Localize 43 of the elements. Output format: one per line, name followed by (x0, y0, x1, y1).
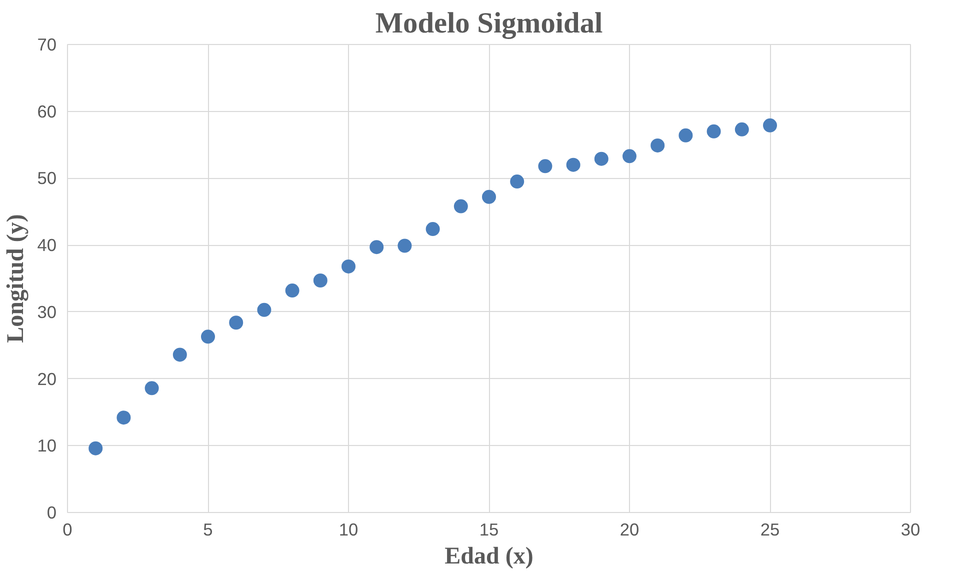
x-tick-label: 30 (900, 520, 920, 540)
point (201, 330, 215, 344)
point (510, 174, 524, 189)
point (257, 302, 272, 317)
point (144, 381, 159, 396)
point (482, 190, 496, 204)
y-tick-label: 30 (37, 302, 57, 322)
point (88, 441, 103, 456)
point (172, 348, 187, 362)
x-axis-title: Edad (x) (444, 544, 534, 570)
point (622, 149, 636, 164)
y-tick-label: 50 (37, 168, 57, 188)
y-tick-label: 70 (37, 34, 57, 54)
point (116, 410, 131, 425)
point (370, 240, 384, 254)
point (398, 238, 412, 253)
point (229, 316, 244, 330)
point (538, 159, 552, 174)
x-tick-label: 25 (760, 520, 780, 540)
point (342, 259, 356, 274)
point (650, 138, 665, 152)
y-tick-label: 40 (37, 235, 57, 256)
x-tick-label: 20 (620, 520, 640, 540)
point (678, 128, 693, 142)
point (454, 199, 468, 214)
chart-title: Modelo Sigmoidal (375, 8, 603, 40)
point (313, 274, 328, 288)
point (763, 118, 777, 132)
y-tick-label: 20 (37, 368, 57, 389)
y-axis-title: Longitud (y) (3, 214, 30, 343)
point (734, 122, 749, 136)
x-tick-label: 15 (479, 520, 499, 540)
y-tick-label: 0 (46, 502, 57, 522)
point (706, 124, 721, 138)
y-tick-label: 10 (37, 436, 57, 456)
x-tick-label: 5 (203, 520, 213, 540)
point (426, 222, 440, 236)
point (594, 152, 608, 166)
point (566, 158, 580, 172)
y-tick-label: 60 (37, 101, 57, 122)
x-tick-label: 10 (338, 520, 358, 540)
x-tick-label: 0 (62, 520, 72, 540)
point (285, 284, 300, 298)
